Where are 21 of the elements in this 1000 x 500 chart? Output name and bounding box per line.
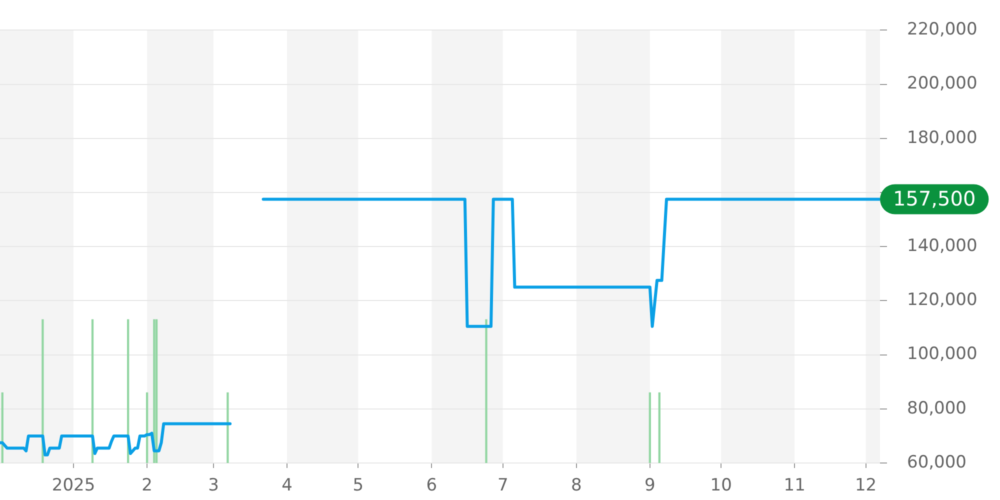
x-tick-label: 9 <box>644 476 656 496</box>
y-tick-label: 100,000 <box>907 344 978 364</box>
y-tick-label: 80,000 <box>907 398 966 418</box>
x-tick-label: 10 <box>710 476 732 496</box>
y-tick-label: 200,000 <box>907 74 978 94</box>
x-tick-label: 6 <box>426 476 438 496</box>
y-tick-label: 180,000 <box>907 128 978 148</box>
x-tick-label: 4 <box>282 476 292 496</box>
x-tick-label: 3 <box>208 476 219 496</box>
y-tick-label: 120,000 <box>907 290 978 310</box>
x-tick-label: 8 <box>570 476 582 496</box>
x-tick-label: 7 <box>497 476 508 496</box>
x-tick-label: 5 <box>352 476 364 496</box>
y-tick-label: 140,000 <box>907 236 978 256</box>
y-tick-label: 220,000 <box>907 20 978 40</box>
x-tick-label: 12 <box>854 476 877 496</box>
text: 157,500 <box>892 186 976 210</box>
x-tick-label: 11 <box>784 476 806 496</box>
x-tick-label: 2 <box>142 476 152 496</box>
x-tick-label: 2025 <box>52 476 96 496</box>
y-tick-label: 60,000 <box>907 452 966 472</box>
